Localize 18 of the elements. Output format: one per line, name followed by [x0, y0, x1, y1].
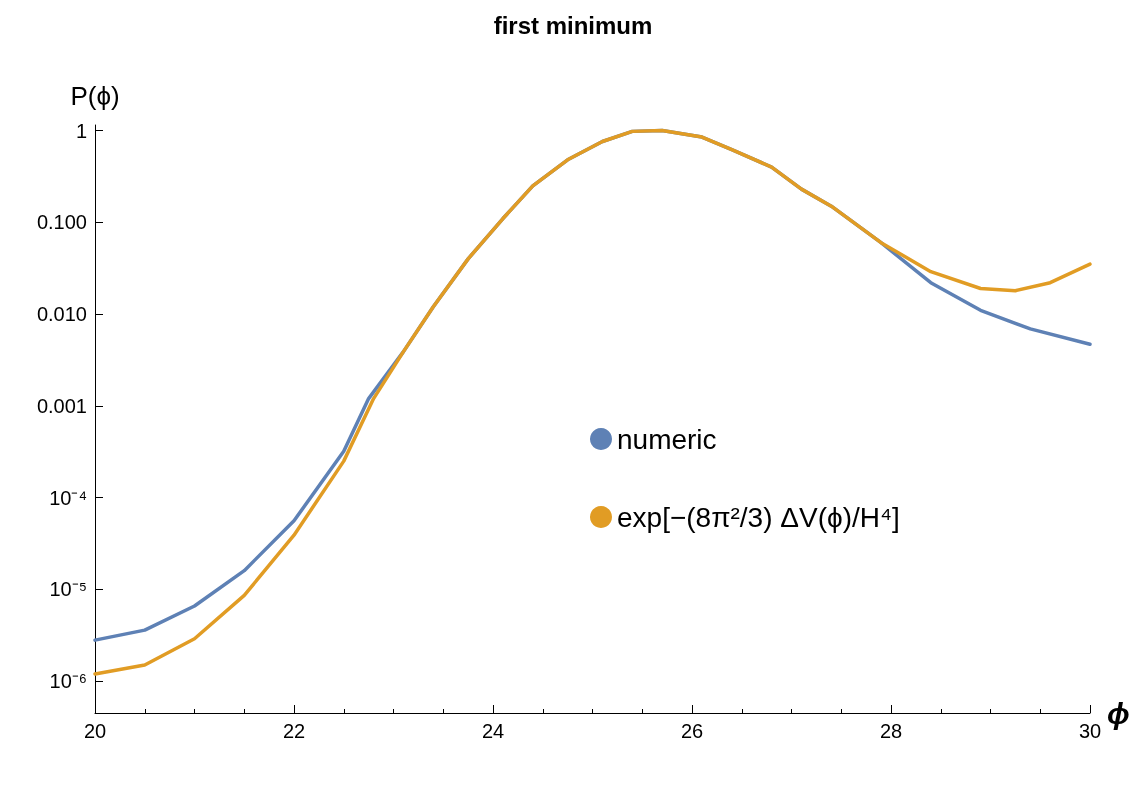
y-tick-label: 0.001 — [36, 394, 87, 417]
x-tick-label: 30 — [1078, 720, 1102, 742]
x-tick-label: 28 — [879, 720, 903, 742]
y-tick-label: 0.100 — [36, 211, 87, 234]
x-tick-label: 20 — [83, 720, 107, 742]
legend-label: numeric — [617, 423, 717, 455]
y-tick-label: 0.010 — [36, 303, 87, 326]
x-axis-title: ϕ — [1107, 696, 1130, 730]
y-tick-label: 10⁻⁶ — [49, 670, 87, 693]
x-tick-label: 22 — [282, 720, 306, 742]
y-axis-title: P(ϕ) — [70, 81, 120, 111]
y-tick-label: 10⁻⁴ — [49, 486, 87, 509]
x-tick-label: 24 — [481, 720, 505, 742]
y-tick-label: 10⁻⁵ — [49, 578, 87, 601]
chart-title: first minimum — [493, 11, 653, 39]
y-tick-label: 1 — [75, 119, 87, 142]
legend-label: exp[−(8π²/3) ΔV(ϕ)/H⁴] — [617, 501, 900, 533]
x-tick-label: 26 — [680, 720, 704, 742]
